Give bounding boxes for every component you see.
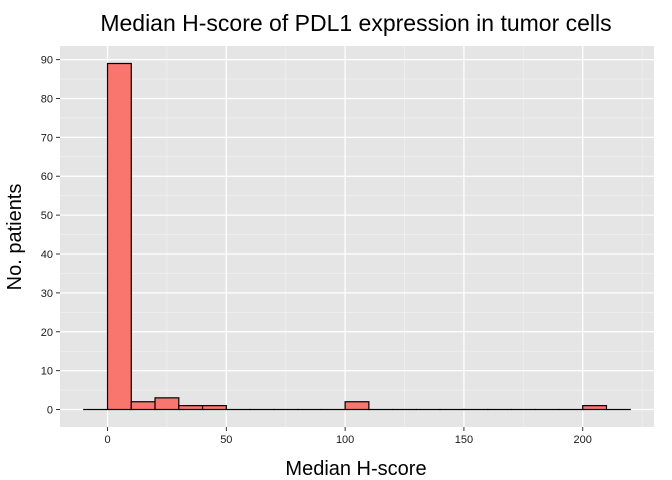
x-tick-label: 200 [574, 434, 592, 446]
histogram-bars [83, 62, 631, 411]
histogram-bar [106, 62, 132, 411]
chart-title: Median H-score of PDL1 expression in tum… [100, 10, 611, 36]
y-tick-label: 20 [41, 327, 53, 339]
histogram-bar [130, 401, 156, 411]
major-gridlines [60, 46, 654, 427]
x-tick-label: 100 [336, 434, 354, 446]
histogram-bar [178, 405, 204, 411]
y-tick-label: 40 [41, 249, 53, 261]
histogram-bar [154, 397, 180, 411]
y-tick-label: 50 [41, 210, 53, 222]
y-tick-label: 90 [41, 55, 53, 67]
y-tick-label: 60 [41, 171, 53, 183]
y-tick-label: 30 [41, 288, 53, 300]
x-tick-label: 150 [455, 434, 473, 446]
y-axis-title: No. patients [4, 184, 26, 291]
x-axis-title: Median H-score [285, 458, 426, 480]
x-tick-label: 50 [220, 434, 232, 446]
histogram-bar [344, 401, 370, 411]
histogram-bar [582, 405, 608, 411]
x-tick-label: 0 [104, 434, 110, 446]
y-tick-label: 10 [41, 366, 53, 378]
histogram-bar [201, 405, 227, 411]
y-tick-label: 0 [47, 405, 53, 417]
x-axis-ticks: 0 50 100 150 200 [104, 427, 592, 446]
y-tick-label: 70 [41, 132, 53, 144]
plot-panel [60, 46, 654, 427]
minor-gridlines [60, 46, 654, 427]
y-axis-ticks: 0 10 20 30 40 50 60 70 80 90 [41, 55, 60, 417]
y-tick-label: 80 [41, 93, 53, 105]
